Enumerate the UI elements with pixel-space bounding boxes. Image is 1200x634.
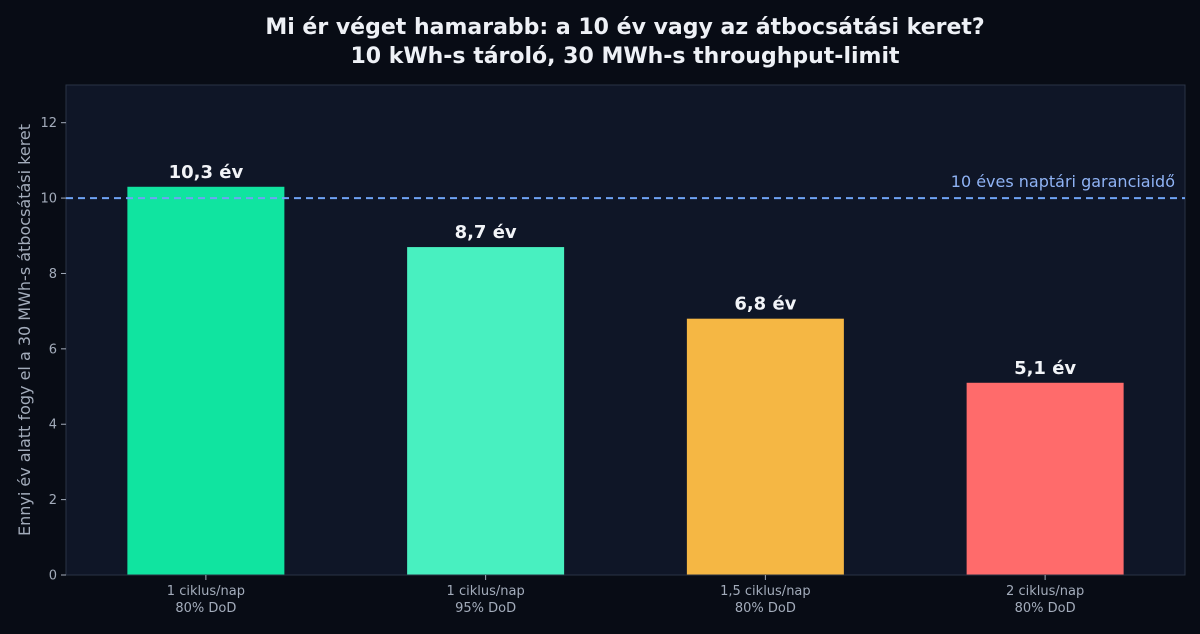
bar (966, 382, 1124, 575)
x-tick-label-secondary: 80% DoD (175, 601, 236, 616)
bar (407, 247, 565, 576)
x-tick-label: 1 ciklus/nap (447, 584, 525, 599)
y-tick-label: 6 (49, 342, 57, 357)
bars: 10,3 év 8,7 év 6,8 év 5,1 év (127, 162, 1124, 576)
y-tick-label: 0 (49, 569, 57, 584)
y-tick-label: 2 (49, 493, 57, 508)
x-tick-label: 2 ciklus/nap (1006, 584, 1084, 599)
x-tick-label-secondary: 80% DoD (735, 601, 796, 616)
y-tick-label: 8 (49, 267, 57, 282)
bar (127, 186, 285, 575)
bar (686, 318, 844, 575)
reference-line-label: 10 éves naptári garanciaidő (951, 172, 1175, 191)
x-tick-label: 1,5 ciklus/nap (720, 584, 811, 599)
bar-value-label: 5,1 év (1014, 358, 1076, 379)
reference-line-group: 10 éves naptári garanciaidő (66, 172, 1185, 200)
y-axis: 0 2 4 6 8 10 12 (40, 85, 67, 584)
y-tick-label: 10 (40, 192, 57, 207)
bar-value-label: 8,7 év (455, 222, 517, 243)
y-tick-label: 4 (49, 418, 57, 433)
y-tick-label: 12 (40, 116, 57, 131)
y-axis-label: Ennyi év alatt fogy el a 30 MWh-s átbocs… (15, 124, 34, 536)
x-tick-label-secondary: 95% DoD (455, 601, 516, 616)
x-tick-label: 1 ciklus/nap (167, 584, 245, 599)
x-tick-label-secondary: 80% DoD (1015, 601, 1076, 616)
chart-subtitle: 10 kWh-s tároló, 30 MWh-s throughput-lim… (350, 44, 900, 69)
x-axis: 1 ciklus/nap 80% DoD 1 ciklus/nap 95% DoD 1,… (66, 574, 1185, 616)
bar-value-label: 10,3 év (169, 162, 244, 183)
chart-title: Mi ér véget hamarabb: a 10 év vagy az át… (265, 15, 984, 40)
bar-value-label: 6,8 év (734, 294, 796, 315)
